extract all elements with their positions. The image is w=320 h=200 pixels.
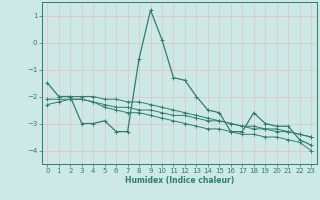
X-axis label: Humidex (Indice chaleur): Humidex (Indice chaleur): [124, 176, 234, 185]
